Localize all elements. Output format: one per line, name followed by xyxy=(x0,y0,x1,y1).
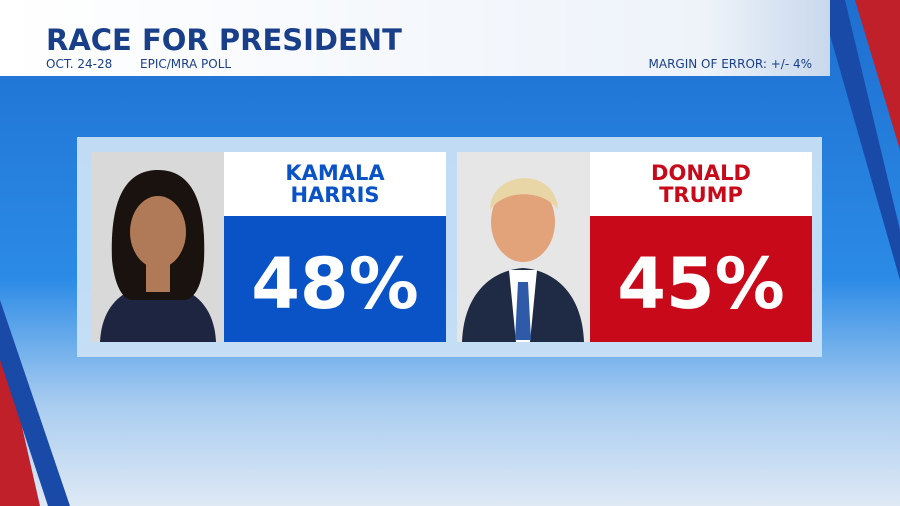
stripe xyxy=(820,0,900,280)
name-box xyxy=(224,152,446,216)
photo xyxy=(91,152,224,342)
date: OCT. 24-28 xyxy=(46,57,112,71)
candidate-name: TRUMP xyxy=(659,183,743,207)
header-band xyxy=(0,0,830,76)
photo xyxy=(457,152,590,342)
candidate-name: HARRIS xyxy=(290,183,379,207)
margin-of-error: MARGIN OF ERROR: +/- 4% xyxy=(649,57,813,71)
title: RACE FOR PRESIDENT xyxy=(46,23,402,57)
name-box xyxy=(590,152,812,216)
source: EPIC/MRA POLL xyxy=(140,57,231,71)
stripe xyxy=(0,300,70,506)
stripe xyxy=(855,0,900,150)
candidate-name: DONALD xyxy=(651,161,751,185)
result: 48% xyxy=(251,243,419,325)
result-box xyxy=(590,216,812,342)
result-box xyxy=(224,216,446,342)
result: 45% xyxy=(617,243,785,325)
candidate-name: KAMALA xyxy=(285,161,385,185)
